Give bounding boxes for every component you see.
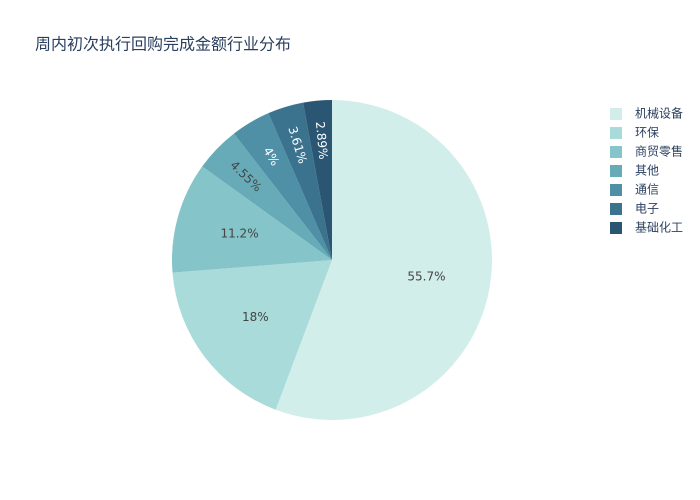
pie-slice [233, 113, 332, 261]
legend-swatch [610, 127, 622, 139]
slice-label: 2.89% [313, 121, 330, 160]
chart-title: 周内初次执行回购完成金额行业分布 [35, 35, 291, 54]
legend-label: 其他 [635, 164, 659, 178]
legend-label: 环保 [635, 126, 659, 140]
slice-label: 11.2% [220, 227, 258, 241]
legend-swatch [610, 146, 622, 158]
legend-label: 基础化工 [635, 221, 683, 235]
pie-slice [275, 100, 492, 420]
pie-slice [172, 166, 332, 273]
slice-label: 55.7% [407, 270, 445, 284]
legend-label: 电子 [635, 202, 659, 216]
legend-label: 机械设备 [635, 106, 683, 121]
pie-slice [202, 133, 332, 260]
pie-slice [268, 102, 332, 260]
legend-swatch [610, 203, 622, 215]
pie-slice [172, 260, 332, 410]
slice-label: 18% [242, 310, 269, 324]
legend-label: 通信 [635, 183, 659, 197]
legend-label: 商贸零售 [635, 144, 683, 159]
pie-slice [303, 100, 332, 260]
legend-swatch [610, 108, 622, 120]
legend-swatch [610, 165, 622, 177]
legend-swatch [610, 222, 622, 234]
legend-swatch [610, 184, 622, 196]
